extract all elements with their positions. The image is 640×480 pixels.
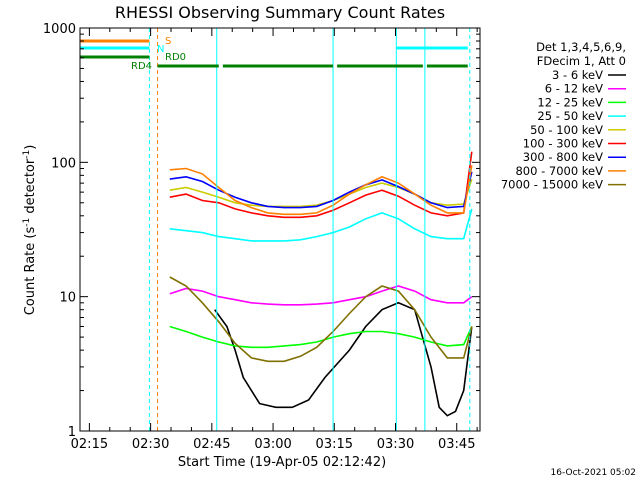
series-line-8 xyxy=(169,276,473,363)
legend-label-5: 100 - 300 keV xyxy=(523,137,603,151)
legend-label-1: 6 - 12 keV xyxy=(545,82,603,96)
status-label-2: RD0 xyxy=(165,52,186,63)
legend-label-8: 7000 - 15000 keV xyxy=(501,178,603,192)
plot-frame xyxy=(79,27,481,432)
legend-label-6: 300 - 800 keV xyxy=(523,150,603,164)
status-label-0: S xyxy=(165,36,171,47)
series-line-0 xyxy=(214,301,473,417)
status-label-1: N xyxy=(157,44,164,55)
legend-header-line1: Det 1,3,4,5,6,9, xyxy=(536,40,626,54)
legend: Det 1,3,4,5,6,9, FDecim 1, Att 0 3 - 6 k… xyxy=(501,40,626,192)
x-axis-label: Start Time (19-Apr-05 02:12:42) xyxy=(178,455,386,470)
x-tick-label-0: 02:15 xyxy=(71,437,108,452)
y-axis: 1 10 100 1000 xyxy=(43,22,480,440)
legend-label-4: 50 - 100 keV xyxy=(530,123,603,137)
legend-label-7: 800 - 7000 keV xyxy=(515,164,603,178)
series-line-5 xyxy=(169,151,473,219)
footer-timestamp: 16-Oct-2021 05:02 xyxy=(551,468,636,478)
x-tick-label-6: 03:45 xyxy=(438,437,475,452)
legend-label-3: 25 - 50 keV xyxy=(537,109,603,123)
series-layer xyxy=(169,151,473,417)
status-label-3: RD4 xyxy=(131,61,152,72)
legend-header-line2: FDecim 1, Att 0 xyxy=(537,54,626,68)
x-tick-label-5: 03:30 xyxy=(377,437,414,452)
x-axis: 02:15 02:30 02:45 03:00 03:15 03:30 03:45 xyxy=(71,28,478,452)
series-line-7 xyxy=(169,165,473,216)
y-axis-label: Count Rate (s-1 detector-1) xyxy=(22,145,38,316)
x-tick-label-1: 02:30 xyxy=(132,437,169,452)
legend-label-0: 3 - 6 keV xyxy=(552,68,603,82)
y-tick-label-2: 100 xyxy=(51,156,76,171)
x-tick-label-2: 02:45 xyxy=(193,437,230,452)
chart-title: RHESSI Observing Summary Count Rates xyxy=(115,3,445,22)
series-line-6 xyxy=(169,171,473,209)
y-tick-label-0: 1 xyxy=(68,425,76,440)
legend-label-2: 12 - 25 keV xyxy=(537,95,603,109)
marker-layer xyxy=(148,28,471,431)
x-tick-label-4: 03:15 xyxy=(316,437,353,452)
y-tick-label-3: 1000 xyxy=(43,22,76,37)
y-tick-label-1: 10 xyxy=(59,291,76,306)
x-tick-label-3: 03:00 xyxy=(254,437,291,452)
series-line-3 xyxy=(169,208,473,242)
series-line-1 xyxy=(169,285,473,306)
